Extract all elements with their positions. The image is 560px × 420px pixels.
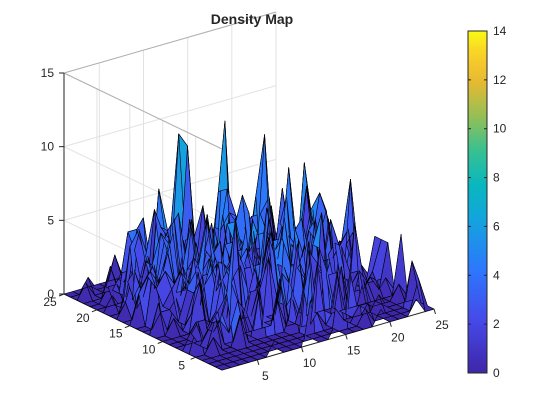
- grid-line: [63, 146, 223, 224]
- colorbar-tick-label: 6: [493, 219, 500, 233]
- y-tick-label: 20: [76, 311, 90, 325]
- x-tick-mark: [389, 321, 392, 327]
- x-tick-label: 25: [435, 318, 449, 332]
- z-tick-label: 15: [41, 66, 55, 80]
- x-tick-mark: [256, 359, 260, 365]
- y-tick-mark: [190, 356, 196, 360]
- y-tick-mark: [91, 309, 98, 313]
- colorbar-tick-label: 12: [493, 73, 507, 87]
- z-tick-label: 0: [47, 287, 54, 301]
- colorbar-tick-label: 0: [493, 366, 500, 380]
- surface-plot: [63, 120, 435, 371]
- y-tick-mark: [157, 341, 163, 344]
- colorbar-tick-label: 4: [493, 268, 500, 282]
- y-tick-label: 5: [178, 358, 185, 372]
- grid-line: [63, 85, 277, 148]
- axis-edge: [63, 11, 277, 74]
- x-tick-label: 10: [303, 356, 317, 370]
- colorbar-tick-label: 10: [493, 122, 507, 136]
- y-tick-mark: [124, 325, 131, 329]
- grid-line: [63, 158, 277, 221]
- colorbar-tick-label: 14: [493, 24, 507, 38]
- x-tick-label: 15: [347, 343, 361, 357]
- surface-face: [418, 278, 435, 312]
- x-tick-label: 5: [262, 369, 269, 383]
- colorbar-tick-label: 2: [493, 317, 500, 331]
- colorbar-gradient: [467, 30, 488, 374]
- x-tick-mark: [301, 346, 304, 353]
- axis-edge: [63, 72, 223, 150]
- y-tick-label: 15: [109, 327, 123, 341]
- colorbar-tick-label: 8: [493, 171, 500, 185]
- y-tick-label: 25: [43, 295, 57, 309]
- colorbar: 0 2 4 6 8 10 12 14: [467, 24, 507, 380]
- z-tick-label: 10: [41, 140, 55, 154]
- y-tick-label: 10: [142, 343, 156, 357]
- x-tick-mark: [345, 334, 348, 340]
- chart-title: Density Map: [211, 11, 293, 27]
- x-tick-label: 20: [391, 331, 405, 345]
- x-tick-mark: [433, 308, 436, 315]
- z-tick-label: 5: [47, 213, 54, 227]
